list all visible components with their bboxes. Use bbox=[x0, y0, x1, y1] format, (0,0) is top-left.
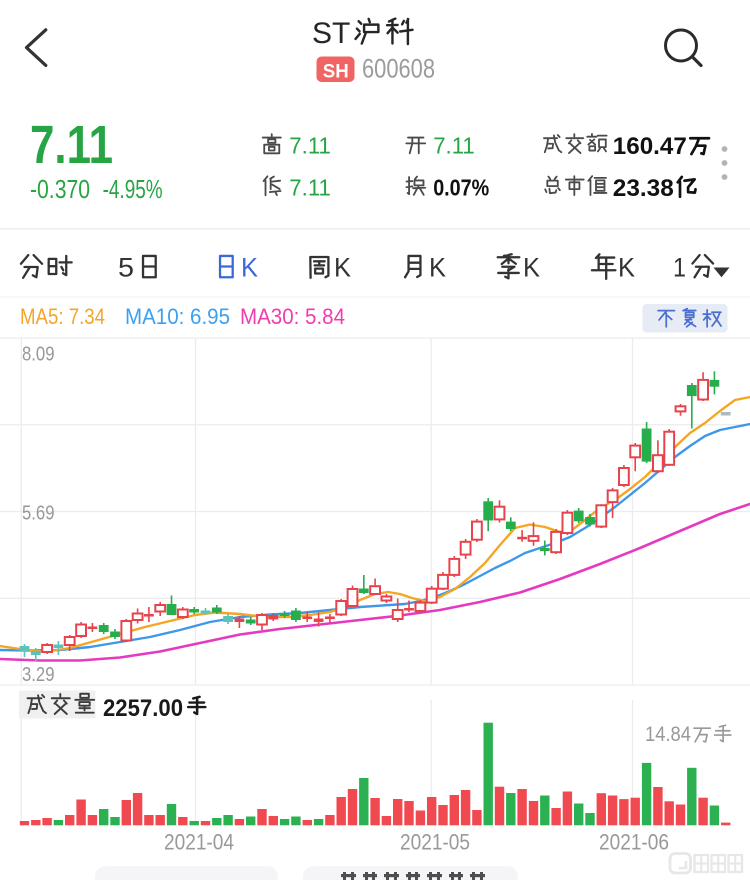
svg-text:5.69: 5.69 bbox=[22, 501, 55, 524]
svg-text:7.11: 7.11 bbox=[289, 133, 331, 159]
svg-text:2021-05: 2021-05 bbox=[400, 830, 470, 855]
svg-text:K: K bbox=[241, 253, 258, 283]
svg-text:5: 5 bbox=[118, 253, 134, 283]
svg-text:0.07%: 0.07% bbox=[433, 175, 489, 201]
svg-text:MA5: 7.34: MA5: 7.34 bbox=[20, 304, 105, 329]
svg-text:-0.370: -0.370 bbox=[30, 174, 90, 204]
svg-text:160.47: 160.47 bbox=[613, 133, 687, 160]
svg-text:14.84: 14.84 bbox=[645, 722, 691, 746]
svg-text:MA10: 6.95: MA10: 6.95 bbox=[125, 304, 230, 329]
svg-text:K: K bbox=[618, 253, 635, 283]
svg-text:K: K bbox=[429, 253, 446, 283]
svg-text:7.11: 7.11 bbox=[289, 175, 331, 201]
svg-text:MA30: 5.84: MA30: 5.84 bbox=[240, 304, 345, 329]
svg-text:-4.95%: -4.95% bbox=[103, 174, 163, 204]
svg-text:3.29: 3.29 bbox=[22, 663, 55, 686]
svg-text:7.11: 7.11 bbox=[433, 133, 475, 159]
svg-text:2021-06: 2021-06 bbox=[599, 830, 669, 855]
svg-text:1: 1 bbox=[673, 253, 686, 283]
svg-text:7.11: 7.11 bbox=[30, 115, 113, 175]
svg-text:8.09: 8.09 bbox=[22, 343, 55, 366]
svg-text:K: K bbox=[523, 253, 540, 283]
svg-text:2021-04: 2021-04 bbox=[164, 830, 234, 855]
svg-text:600608: 600608 bbox=[362, 54, 435, 84]
svg-text:ST: ST bbox=[312, 17, 350, 50]
svg-text:SH: SH bbox=[323, 61, 349, 82]
svg-text:K: K bbox=[334, 253, 351, 283]
svg-text:2257.00: 2257.00 bbox=[103, 695, 183, 722]
svg-text:23.38: 23.38 bbox=[613, 175, 674, 202]
